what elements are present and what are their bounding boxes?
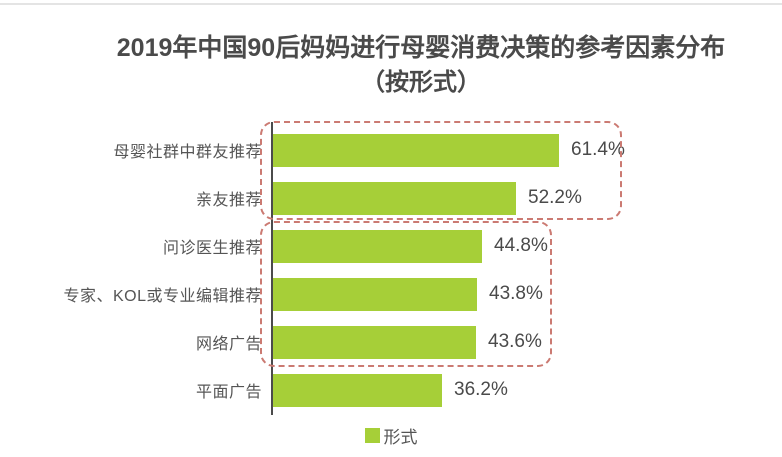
bar-value-label: 43.6% [488,331,542,352]
category-label: 问诊医生推荐 [162,240,262,257]
chart-title-line1: 2019年中国90后妈妈进行母婴消费决策的参考因素分布 [116,34,726,62]
bar [273,181,516,215]
bar-value-label: 44.8% [494,235,548,256]
legend-swatch-icon [364,428,380,443]
legend: 形式 [0,423,782,448]
bar [273,277,477,311]
category-label: 平面广告 [195,384,262,401]
bar [273,373,442,407]
category-label: 专家、KOL或专业编辑推荐 [63,288,262,305]
category-label: 网络广告 [195,336,262,353]
bar [273,229,482,263]
bar-row: 亲友推荐 52.2% [0,174,782,222]
y-axis-line [271,122,273,415]
top-divider-line [0,3,782,5]
bar [273,325,476,359]
chart-title-line2: （按形式） [361,69,481,96]
bar-row: 专家、KOL或专业编辑推荐 43.8% [0,270,782,318]
bar [273,133,559,167]
legend-label: 形式 [383,428,418,447]
bar-value-label: 61.4% [571,139,625,160]
bar-rows: 母婴社群中群友推荐 61.4% 亲友推荐 52.2% 问诊医生推荐 44.8% 专家、KOL… [0,126,782,414]
bar-row: 母婴社群中群友推荐 61.4% [0,126,782,174]
category-label: 亲友推荐 [195,192,262,209]
chart-title: 2019年中国90后妈妈进行母婴消费决策的参考因素分布 （按形式） [60,30,782,100]
category-label: 母婴社群中群友推荐 [113,144,262,161]
bar-value-label: 36.2% [454,379,508,400]
bar-row: 平面广告 36.2% [0,366,782,414]
bar-row: 网络广告 43.6% [0,318,782,366]
bar-value-label: 52.2% [528,187,582,208]
bar-value-label: 43.8% [489,283,543,304]
bar-row: 问诊医生推荐 44.8% [0,222,782,270]
